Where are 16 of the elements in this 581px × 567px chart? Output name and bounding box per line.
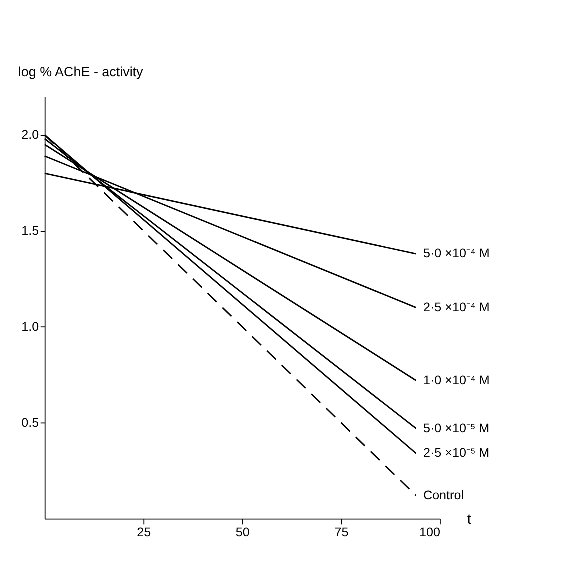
series-label: 2·5 ×10⁻⁴ M xyxy=(423,300,490,314)
x-tick-label: 100 xyxy=(419,525,440,540)
series-label: 5·0 ×10⁻⁵ M xyxy=(423,421,490,436)
series-label: 1·0 ×10⁻⁴ M xyxy=(423,373,490,388)
series-label: Control xyxy=(423,488,464,502)
series-label: 5·0 ×10⁻⁴ M xyxy=(423,246,490,261)
y-tick-label: 1.0 xyxy=(22,320,40,334)
y-tick-label: 0.5 xyxy=(22,416,40,430)
x-axis-title: t xyxy=(467,512,472,528)
y-tick-label: 1.5 xyxy=(22,224,40,238)
y-axis-title: log % AChE - activity xyxy=(18,64,144,80)
y-tick-label: 2.0 xyxy=(22,128,40,142)
series-label: 2·5 ×10⁻⁵ M xyxy=(423,446,490,460)
x-tick-label: 50 xyxy=(236,525,250,540)
x-tick-label: 75 xyxy=(334,525,349,540)
x-tick-label: 25 xyxy=(137,525,152,540)
